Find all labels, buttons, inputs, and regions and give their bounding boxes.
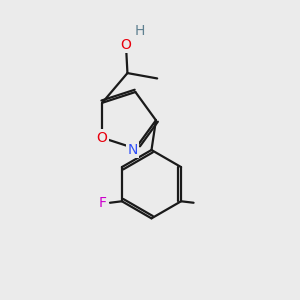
Text: O: O: [120, 38, 131, 52]
Text: H: H: [134, 25, 145, 38]
Text: O: O: [97, 131, 108, 145]
Text: N: N: [127, 143, 138, 157]
Text: F: F: [99, 196, 106, 210]
